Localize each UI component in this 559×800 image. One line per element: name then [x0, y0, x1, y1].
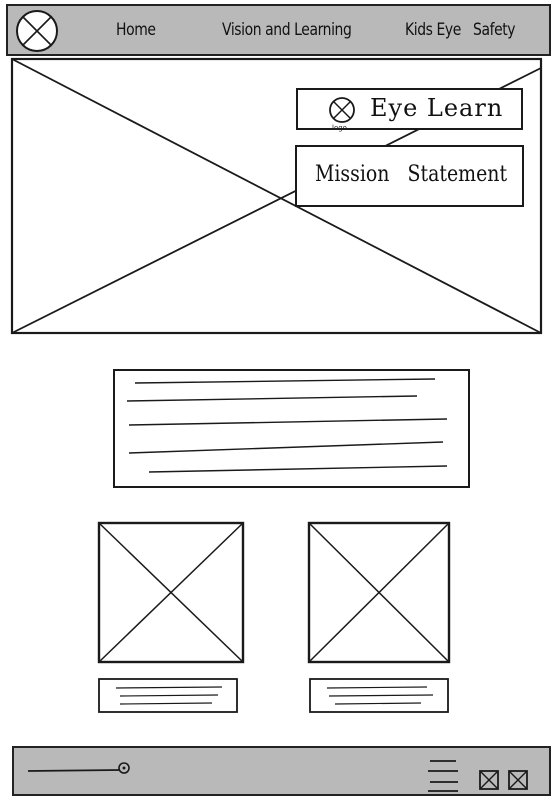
- nav-link-safety[interactable]: Safety: [473, 20, 516, 40]
- mission-statement-box: Mission Statement: [295, 145, 524, 207]
- text-line: [128, 418, 448, 426]
- logo-caption: logo: [332, 124, 347, 132]
- site-logo-icon[interactable]: [15, 9, 59, 53]
- brand-header-box: logo Eye Learn: [296, 88, 523, 132]
- feature-caption-left: [98, 678, 238, 713]
- caption-line: [334, 702, 422, 705]
- social-box-icon[interactable]: [479, 770, 499, 790]
- nav-link-vision-and-learning[interactable]: Vision and Learning: [222, 20, 352, 40]
- text-line: [128, 441, 444, 454]
- logo-placeholder-icon: [328, 96, 356, 124]
- caption-line: [328, 694, 434, 697]
- caption-line: [115, 686, 223, 689]
- top-navigation-bar: Home Vision and Learning Kids Eye Safety: [6, 4, 551, 56]
- slider-track: [27, 769, 121, 772]
- caption-line: [326, 686, 428, 689]
- social-box-icon[interactable]: [508, 770, 528, 790]
- footer-bar: [12, 746, 551, 796]
- nav-link-kids-eye[interactable]: Kids Eye: [405, 20, 461, 40]
- text-line: [126, 395, 418, 402]
- caption-line: [119, 702, 213, 705]
- mission-statement-text: Mission Statement: [315, 162, 508, 187]
- text-line: [148, 465, 448, 473]
- caption-line: [119, 694, 219, 697]
- nav-link-home[interactable]: Home: [116, 20, 156, 40]
- hamburger-menu-icon[interactable]: [426, 758, 460, 792]
- text-line: [134, 378, 436, 384]
- feature-caption-right: [309, 678, 449, 713]
- feature-image-left[interactable]: [97, 521, 245, 664]
- text-content-block: [113, 368, 471, 489]
- feature-image-right[interactable]: [307, 521, 454, 664]
- brand-name: Eye Learn: [370, 94, 504, 122]
- footer-slider[interactable]: [27, 756, 132, 782]
